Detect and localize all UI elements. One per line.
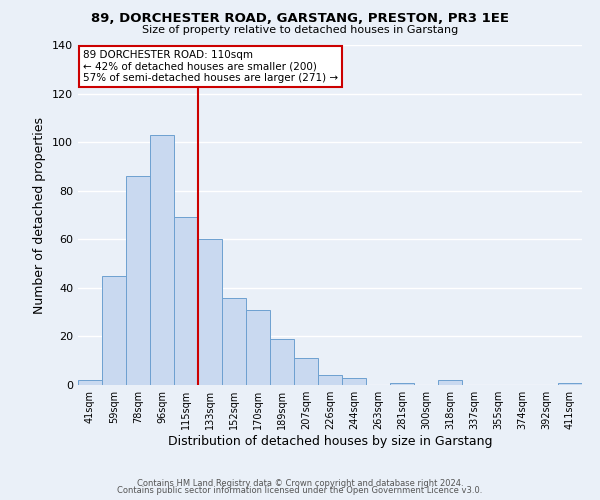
Text: 89, DORCHESTER ROAD, GARSTANG, PRESTON, PR3 1EE: 89, DORCHESTER ROAD, GARSTANG, PRESTON, …: [91, 12, 509, 26]
Text: 89 DORCHESTER ROAD: 110sqm
← 42% of detached houses are smaller (200)
57% of sem: 89 DORCHESTER ROAD: 110sqm ← 42% of deta…: [83, 50, 338, 84]
Bar: [438, 380, 462, 385]
Bar: [270, 339, 294, 385]
Y-axis label: Number of detached properties: Number of detached properties: [34, 116, 46, 314]
Bar: [102, 276, 126, 385]
Bar: [558, 382, 582, 385]
Bar: [174, 218, 198, 385]
Bar: [342, 378, 366, 385]
Bar: [390, 382, 414, 385]
X-axis label: Distribution of detached houses by size in Garstang: Distribution of detached houses by size …: [168, 435, 492, 448]
Text: Contains public sector information licensed under the Open Government Licence v3: Contains public sector information licen…: [118, 486, 482, 495]
Bar: [78, 380, 102, 385]
Bar: [126, 176, 150, 385]
Bar: [246, 310, 270, 385]
Bar: [150, 135, 174, 385]
Bar: [222, 298, 246, 385]
Bar: [198, 240, 222, 385]
Bar: [318, 376, 342, 385]
Bar: [294, 358, 318, 385]
Text: Contains HM Land Registry data © Crown copyright and database right 2024.: Contains HM Land Registry data © Crown c…: [137, 478, 463, 488]
Text: Size of property relative to detached houses in Garstang: Size of property relative to detached ho…: [142, 25, 458, 35]
